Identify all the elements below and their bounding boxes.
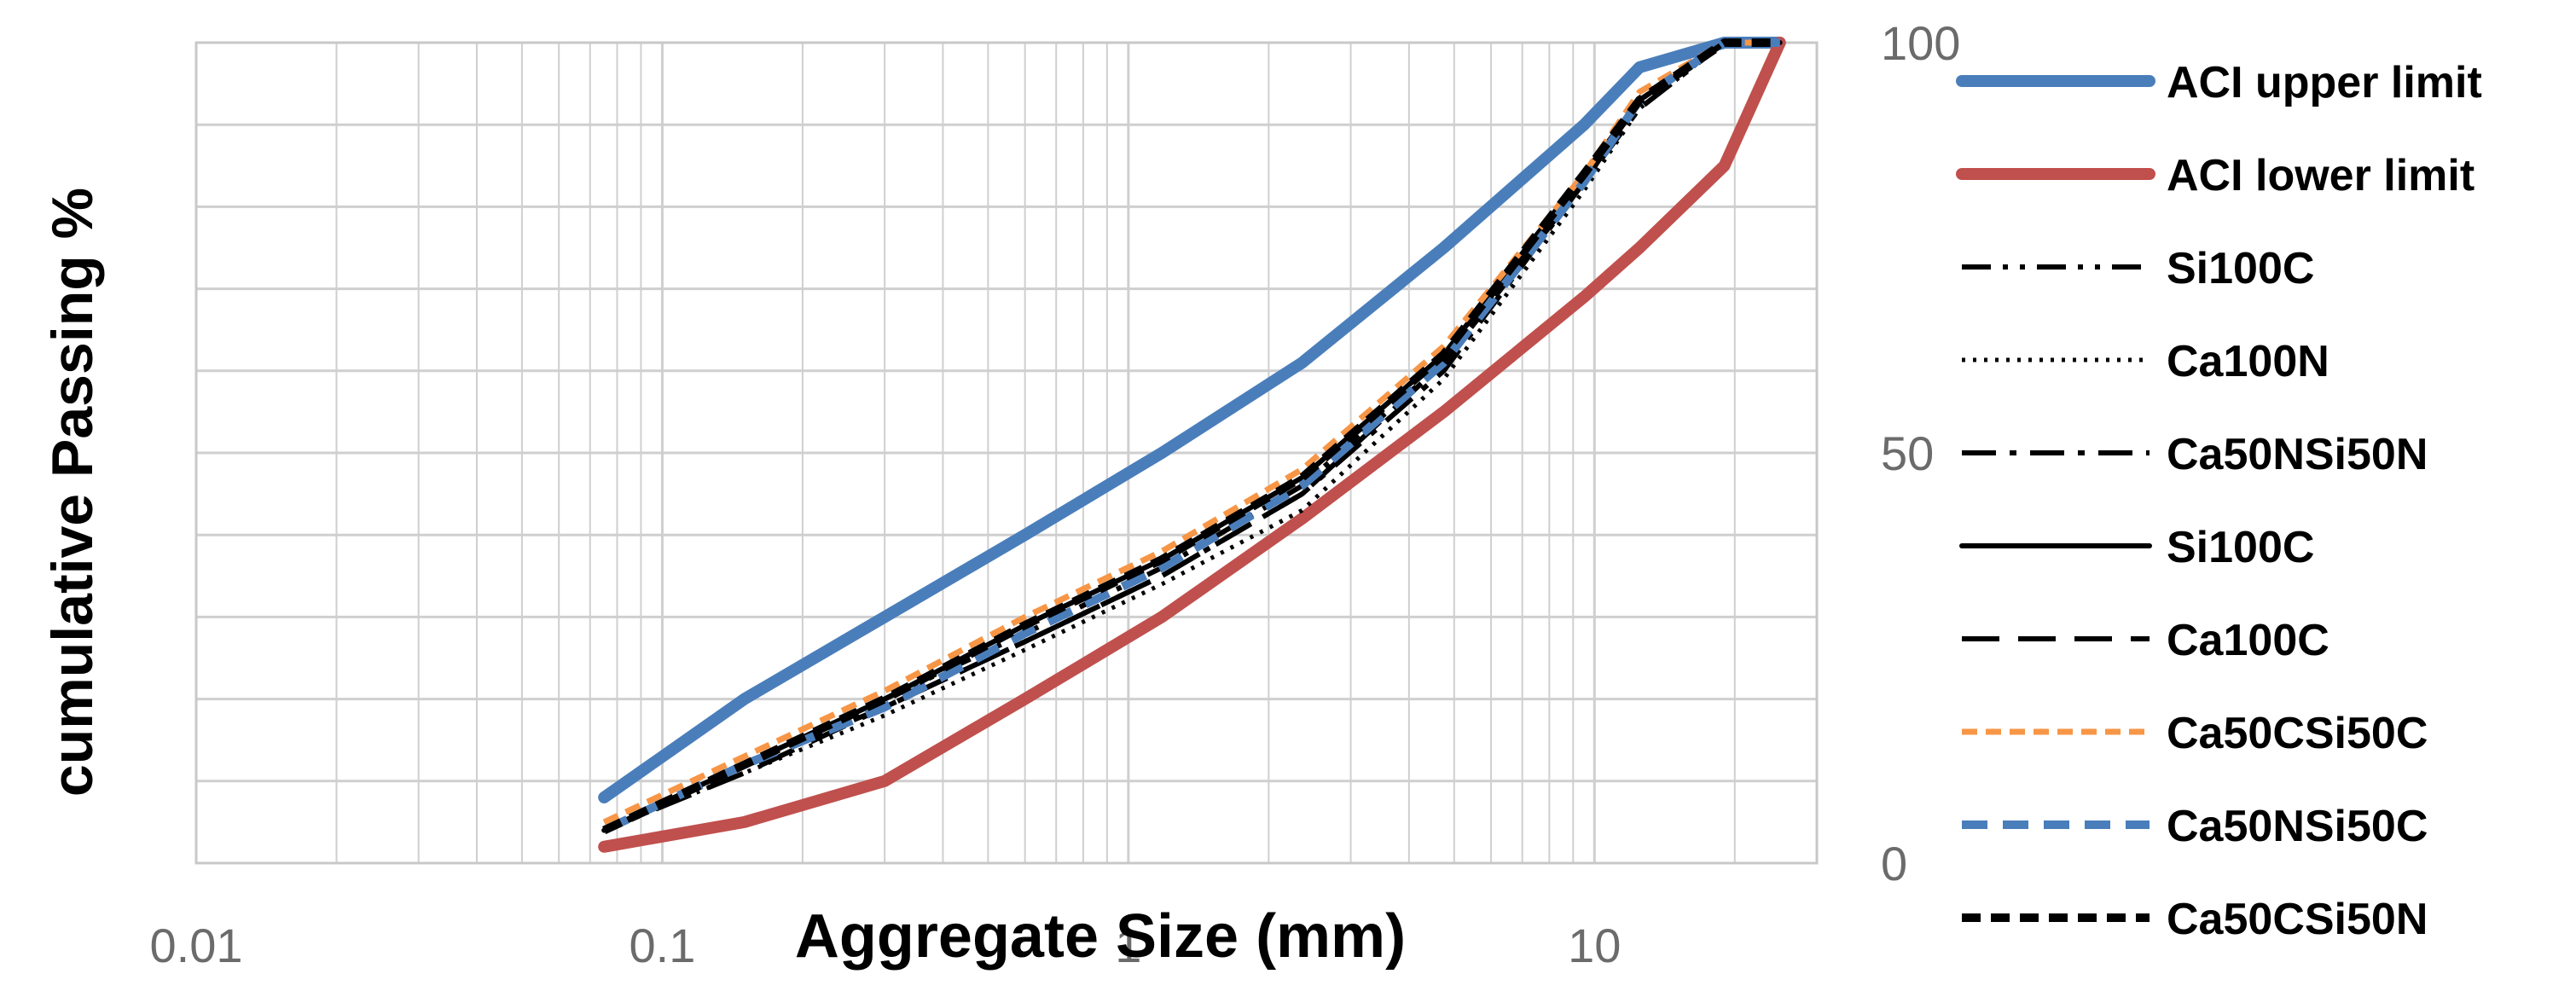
series-line-aci lower limit-1 (598, 37, 1786, 853)
legend-label: Ca50CSi50N (2167, 895, 2428, 944)
y-tick-label: 50 (1881, 426, 1934, 480)
y-tick-label: 0 (1881, 837, 1907, 890)
x-tick-labels: 0.01 0.1 1 10 (150, 919, 1622, 972)
series-lines (598, 37, 1786, 853)
legend-label: Ca50NSi50C (2167, 802, 2428, 851)
x-tick-label: 1 (1115, 919, 1141, 972)
legend-label: Ca100C (2167, 616, 2329, 665)
legend-label: ACI lower limit (2167, 151, 2474, 200)
legend-label: Ca100N (2167, 337, 2329, 386)
plot-area-border (194, 41, 1819, 865)
series-line-aci upper limit-0 (598, 37, 1786, 803)
legend-label: Si100C (2167, 523, 2314, 572)
y-tick-labels: 0 50 100 (1881, 16, 1960, 890)
series-line-ca50csi50c-7 (602, 39, 1780, 826)
y-tick-label: 100 (1881, 16, 1960, 70)
legend-label: ACI upper limit (2167, 58, 2482, 107)
x-axis-title: Aggregate Size (mm) (795, 902, 1406, 971)
y-axis-title: cumulative Passing % (40, 188, 105, 797)
legend-label: Si100C (2167, 244, 2314, 293)
x-tick-label: 0.1 (629, 919, 695, 972)
x-tick-label: 0.01 (150, 919, 243, 972)
x-tick-label: 10 (1568, 919, 1621, 972)
legend-label: Ca50CSi50C (2167, 709, 2428, 758)
legend: ACI upper limit ACI lower limit Si100C Ca10… (1956, 58, 2482, 944)
legend-label: Ca50NSi50N (2167, 430, 2428, 479)
plot-frame (194, 41, 1819, 865)
chart-grid (194, 41, 1818, 865)
series-line-ca50nsi50c-8 (602, 38, 1780, 835)
